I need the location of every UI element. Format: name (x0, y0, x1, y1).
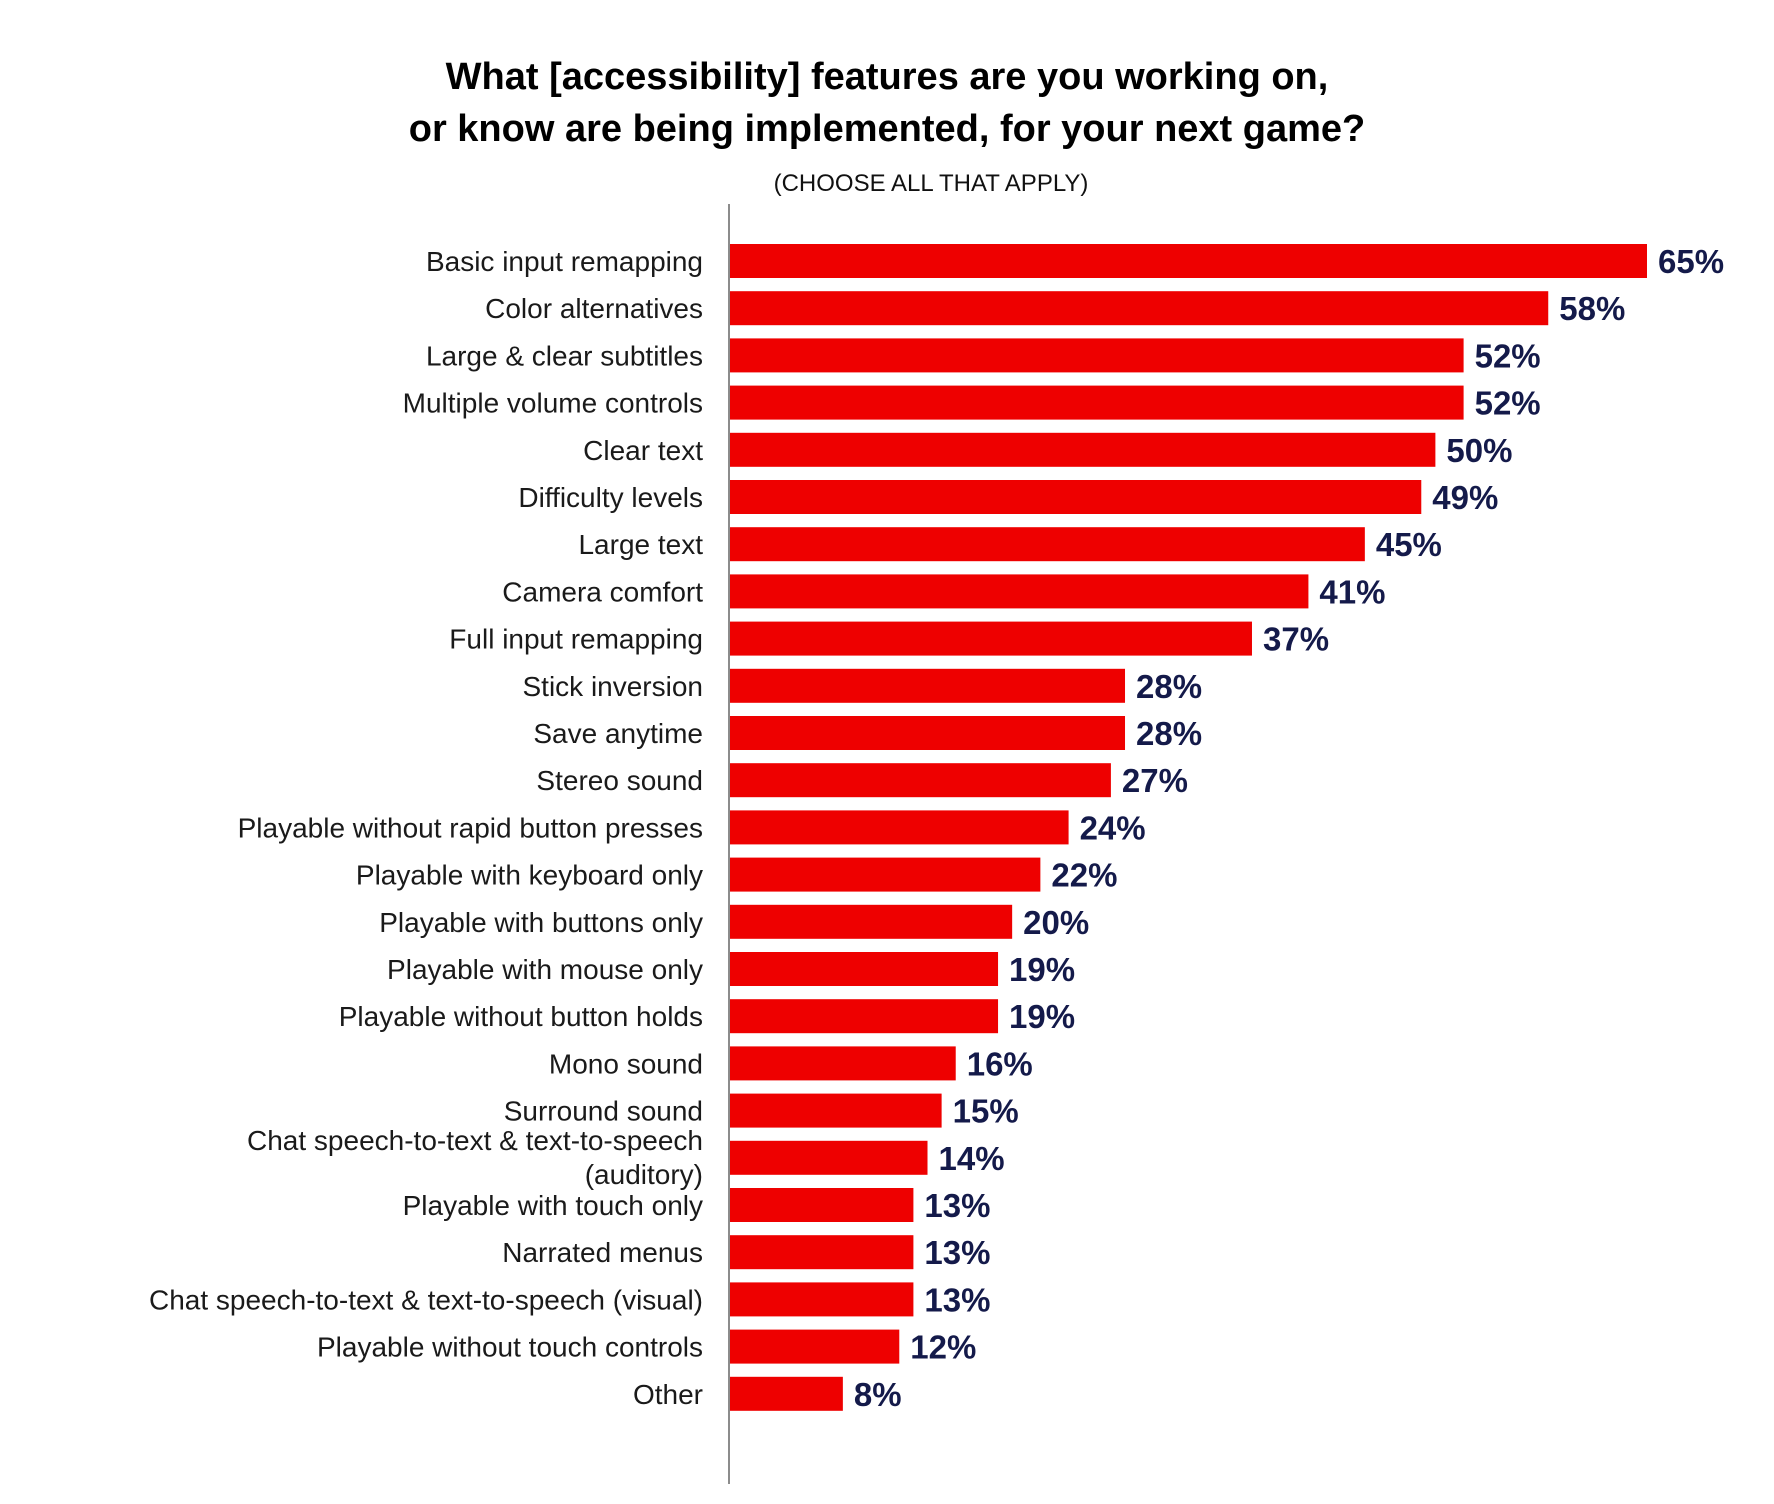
category-label: Playable with keyboard only (356, 860, 703, 891)
bar-value-label: 41% (1319, 573, 1385, 610)
category-label: Stereo sound (536, 765, 703, 796)
bar-value-label: 28% (1136, 715, 1202, 752)
bar-value-label: 50% (1446, 432, 1512, 469)
bar (730, 668, 1126, 703)
bar-value-label: 19% (1009, 951, 1075, 988)
category-label: Large text (578, 529, 703, 560)
category-label: Clear text (583, 435, 703, 466)
bar (730, 291, 1549, 326)
category-label: Playable with touch only (403, 1190, 703, 1221)
bar (730, 527, 1365, 562)
bar (730, 385, 1464, 420)
bar-value-label: 13% (924, 1234, 990, 1271)
bar-value-label: 28% (1136, 668, 1202, 705)
bar-value-label: 52% (1475, 385, 1541, 422)
bar-value-label: 13% (924, 1187, 990, 1224)
category-label: Playable without touch controls (317, 1332, 703, 1363)
category-label: Difficulty levels (518, 482, 703, 513)
chart-subtitle: (CHOOSE ALL THAT APPLY) (773, 170, 1089, 197)
bar (730, 1188, 914, 1222)
category-label: Playable without button holds (339, 1001, 703, 1032)
bar (730, 432, 1436, 467)
bar-value-label: 12% (910, 1329, 976, 1366)
bar (730, 763, 1111, 798)
bar (730, 904, 1013, 939)
category-label: Full input remapping (449, 624, 703, 655)
bar-value-label: 22% (1051, 857, 1117, 894)
bar (730, 1282, 914, 1317)
category-label: Camera comfort (502, 576, 703, 607)
bar-value-label: 45% (1376, 526, 1442, 563)
bar (730, 244, 1647, 278)
bar-value-label: 16% (967, 1045, 1033, 1082)
bar-value-label: 58% (1559, 290, 1625, 327)
category-label: Chat speech-to-text & text-to-speech (vi… (149, 1284, 703, 1315)
category-label: Stick inversion (522, 671, 703, 702)
category-label: Playable without rapid button presses (238, 812, 703, 843)
bar-value-label: 19% (1009, 998, 1075, 1035)
category-label: Large & clear subtitles (426, 340, 703, 371)
bar-value-label: 15% (953, 1093, 1019, 1130)
category-label: Chat speech-to-text & text-to-speech (247, 1125, 703, 1156)
bar (730, 621, 1252, 656)
category-label: Color alternatives (485, 293, 703, 324)
chart-title-line-2: or know are being implemented, for your … (408, 108, 1366, 150)
bar-value-label: 20% (1023, 904, 1089, 941)
category-label: Playable with buttons only (379, 907, 703, 938)
chart-title-line-1: What [accessibility] features are you wo… (445, 56, 1329, 98)
bar (730, 952, 999, 986)
bar-value-label: 37% (1263, 621, 1329, 658)
bar (730, 1329, 900, 1364)
category-label: Surround sound (504, 1096, 703, 1127)
category-label: Save anytime (533, 718, 703, 749)
category-label: Playable with mouse only (387, 954, 703, 985)
bar (730, 1046, 956, 1081)
category-label: Multiple volume controls (403, 388, 703, 419)
bar (730, 999, 999, 1034)
bar-value-label: 13% (924, 1281, 990, 1318)
bar (730, 480, 1422, 514)
bar (730, 1235, 914, 1270)
bar (730, 338, 1464, 373)
bar-value-label: 8% (854, 1376, 902, 1413)
category-label: Other (633, 1379, 703, 1410)
bar (730, 1140, 928, 1175)
category-label: Basic input remapping (426, 246, 703, 277)
bar-value-label: 52% (1475, 337, 1541, 374)
category-label: Narrated menus (502, 1237, 703, 1268)
bar-value-label: 65% (1658, 243, 1724, 280)
bar (730, 716, 1126, 750)
category-label: (auditory) (585, 1159, 703, 1190)
bar-value-label: 14% (939, 1140, 1005, 1177)
bar-value-label: 27% (1122, 762, 1188, 799)
bar-value-label: 49% (1432, 479, 1498, 516)
category-label: Mono sound (549, 1048, 703, 1079)
bar (730, 857, 1041, 892)
bar-value-label: 24% (1080, 809, 1146, 846)
bar (730, 1376, 843, 1411)
bar (730, 1093, 942, 1128)
bar (730, 810, 1069, 845)
bar (730, 574, 1309, 609)
